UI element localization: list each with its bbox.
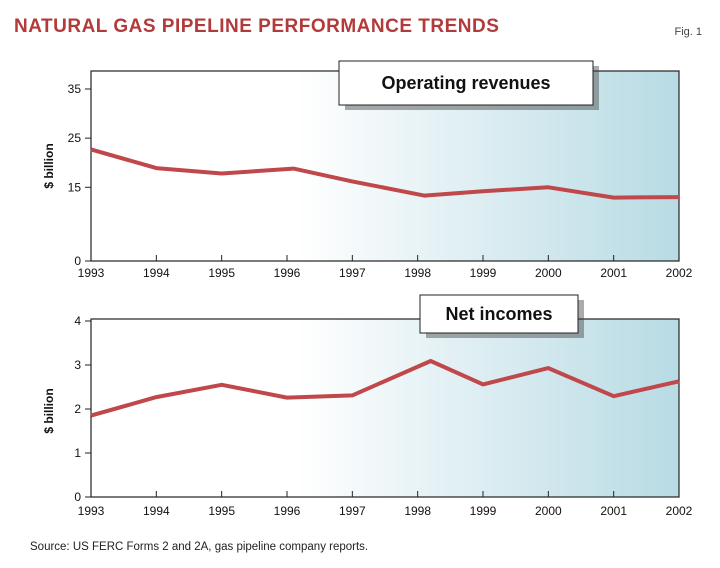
x-tick-label: 1996 bbox=[274, 504, 301, 518]
y-tick-label: 0 bbox=[74, 254, 81, 268]
x-tick-label: 1994 bbox=[143, 266, 170, 280]
figure-number: Fig. 1 bbox=[674, 26, 702, 38]
y-tick-label: 2 bbox=[74, 402, 81, 416]
y-tick-label: 25 bbox=[68, 131, 82, 145]
x-tick-label: 1997 bbox=[339, 266, 366, 280]
title-box bbox=[338, 60, 594, 106]
x-tick-label: 1999 bbox=[470, 266, 497, 280]
chart-operating-revenues: 0 15 25 35 1993 1994 1995 1996 1997 1998 1999 2000… bbox=[42, 60, 693, 280]
y-axis-label: $ billion bbox=[42, 388, 56, 433]
x-tick-label: 1994 bbox=[143, 504, 170, 518]
x-tick-label: 1993 bbox=[78, 266, 105, 280]
y-tick-label: 3 bbox=[74, 358, 81, 372]
y-tick-label: 0 bbox=[74, 490, 81, 504]
x-tick-label: 1996 bbox=[274, 266, 301, 280]
y-tick-label: 4 bbox=[74, 314, 81, 328]
series-line-net-incomes bbox=[90, 359, 680, 418]
x-axis: 1993 1994 1995 1996 1997 1998 1999 2000 2001 2002 bbox=[78, 255, 693, 280]
x-tick-label: 2001 bbox=[600, 266, 627, 280]
y-axis-label: $ billion bbox=[42, 143, 56, 188]
chart-title: Operating revenues bbox=[381, 73, 550, 93]
x-tick-label: 2002 bbox=[666, 266, 693, 280]
y-tick-label: 15 bbox=[68, 180, 82, 194]
source-note: Source: US FERC Forms 2 and 2A, gas pipe… bbox=[30, 541, 369, 553]
x-tick-label: 1998 bbox=[404, 504, 431, 518]
series-line-operating-revenues bbox=[90, 147, 680, 200]
x-tick-label: 1998 bbox=[404, 266, 431, 280]
y-axis: 0 15 25 35 bbox=[68, 82, 91, 268]
x-tick-label: 1997 bbox=[339, 504, 366, 518]
x-tick-label: 1995 bbox=[208, 504, 235, 518]
chart-title: Net incomes bbox=[445, 304, 552, 324]
y-axis: 0 1 2 3 4 bbox=[74, 314, 91, 504]
x-tick-label: 2002 bbox=[666, 504, 693, 518]
title-box bbox=[419, 294, 579, 334]
figure-title: Natural gas pipeline performance trends bbox=[14, 16, 500, 37]
y-tick-label: 1 bbox=[74, 446, 81, 460]
x-tick-label: 2001 bbox=[600, 504, 627, 518]
x-tick-label: 2000 bbox=[535, 266, 562, 280]
x-tick-label: 1999 bbox=[470, 504, 497, 518]
x-axis: 1993 1994 1995 1996 1997 1998 1999 2000 2001 2002 bbox=[78, 491, 693, 518]
chart-net-incomes: 0 1 2 3 4 1993 1994 1995 1996 1997 1998 1999 2000 20… bbox=[42, 294, 693, 518]
plot-area-background bbox=[90, 318, 680, 498]
x-tick-label: 1995 bbox=[208, 266, 235, 280]
x-tick-label: 2000 bbox=[535, 504, 562, 518]
x-tick-label: 1993 bbox=[78, 504, 105, 518]
y-tick-label: 35 bbox=[68, 82, 82, 96]
